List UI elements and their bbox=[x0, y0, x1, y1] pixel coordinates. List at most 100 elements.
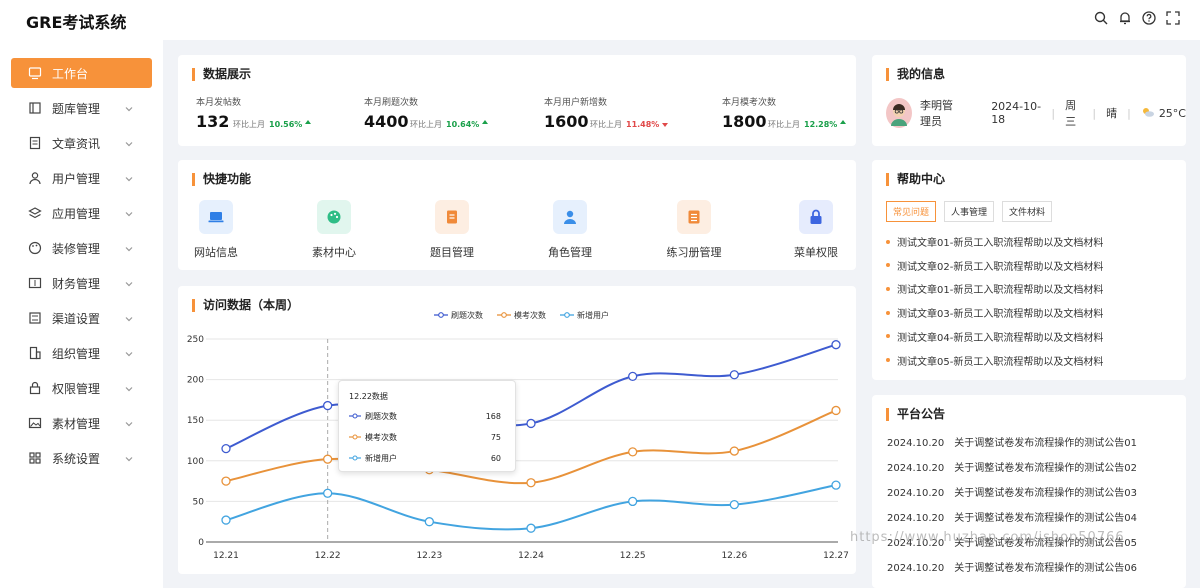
quick-item[interactable]: 角色管理 bbox=[530, 200, 610, 260]
sidebar-item-8[interactable]: 组织管理 bbox=[11, 338, 152, 368]
data-point[interactable] bbox=[628, 447, 638, 457]
visits-title: 访问数据（本周） bbox=[192, 299, 299, 312]
help-icon[interactable] bbox=[1142, 11, 1156, 25]
data-point[interactable] bbox=[526, 523, 536, 533]
legend-item[interactable]: 模考次数 bbox=[497, 310, 546, 321]
help-tab[interactable]: 文件材料 bbox=[1002, 201, 1053, 222]
quick-label: 菜单权限 bbox=[794, 246, 838, 259]
help-article-title: 测试文章05-新员工入职流程帮助以及文档材料 bbox=[897, 356, 1104, 368]
sidebar-item-5[interactable]: 装修管理 bbox=[11, 233, 152, 263]
sidebar-item-10[interactable]: 素材管理 bbox=[11, 408, 152, 438]
legend-item[interactable]: 刷题次数 bbox=[434, 310, 483, 321]
chevron-down-icon bbox=[124, 383, 134, 393]
chevron-down-icon bbox=[124, 453, 134, 463]
quick-item[interactable]: 菜单权限 bbox=[776, 200, 856, 260]
tooltip-row: 刷题次数 168 bbox=[349, 411, 507, 422]
data-point[interactable] bbox=[628, 371, 638, 382]
monitor-icon bbox=[28, 66, 42, 80]
sidebar-item-4[interactable]: 应用管理 bbox=[11, 198, 152, 228]
notice-item[interactable]: 2024.10.20 关于调整试卷发布流程操作的测试公告02 bbox=[887, 459, 1137, 474]
profile-date: 2024-10-18 bbox=[991, 100, 1042, 126]
data-point[interactable] bbox=[628, 496, 638, 507]
chevron-down-icon bbox=[124, 313, 134, 323]
notice-item[interactable]: 2024.10.20 关于调整试卷发布流程操作的测试公告03 bbox=[887, 484, 1137, 499]
sidebar-item-6[interactable]: 财务管理 bbox=[11, 268, 152, 298]
y-tick-label: 150 bbox=[187, 416, 204, 426]
quick-item[interactable]: 题目管理 bbox=[412, 200, 492, 260]
data-point[interactable] bbox=[831, 405, 841, 416]
sidebar-item-0[interactable]: 工作台 bbox=[11, 58, 152, 88]
help-card: 帮助中心 常见问题 人事管理 文件材料 测试文章01-新员工入职流程帮助以及文档材料… bbox=[872, 160, 1186, 380]
notice-title: 平台公告 bbox=[886, 408, 945, 421]
sidebar-item-1[interactable]: 题库管理 bbox=[11, 93, 152, 123]
help-article-link[interactable]: 测试文章05-新员工入职流程帮助以及文档材料 bbox=[886, 353, 1103, 368]
data-point[interactable] bbox=[323, 488, 333, 498]
data-point[interactable] bbox=[729, 446, 739, 456]
sidebar-item-label: 应用管理 bbox=[52, 206, 101, 221]
chevron-down-icon bbox=[124, 348, 134, 358]
quick-item[interactable]: 练习册管理 bbox=[654, 200, 734, 260]
data-point[interactable] bbox=[831, 340, 841, 350]
legend-label: 新增用户 bbox=[577, 311, 609, 320]
avatar[interactable] bbox=[886, 98, 912, 128]
sidebar-item-11[interactable]: 系统设置 bbox=[11, 443, 152, 473]
quick-title: 快捷功能 bbox=[192, 173, 251, 186]
tooltip-label: 模考次数 bbox=[365, 433, 397, 442]
help-tab[interactable]: 人事管理 bbox=[944, 201, 995, 222]
bullet-dot bbox=[886, 358, 890, 362]
tooltip-value: 75 bbox=[490, 433, 501, 442]
notice-item[interactable]: 2024.10.20 关于调整试卷发布流程操作的测试公告04 bbox=[887, 509, 1137, 524]
help-article-link[interactable]: 测试文章04-新员工入职流程帮助以及文档材料 bbox=[886, 329, 1103, 344]
stats-card: 数据展示 本月发帖数 132 环比上月 10.56% 本月刷题次数 4400 环比上月 10.… bbox=[178, 55, 856, 146]
help-article-link[interactable]: 测试文章03-新员工入职流程帮助以及文档材料 bbox=[886, 305, 1103, 320]
x-tick-label: 12.26 bbox=[721, 551, 747, 561]
stat-value: 1800 bbox=[722, 112, 767, 131]
sidebar-item-2[interactable]: 文章资讯 bbox=[11, 128, 152, 158]
data-point[interactable] bbox=[424, 517, 434, 527]
data-point[interactable] bbox=[221, 515, 231, 525]
notice-item[interactable]: 2024.10.20 关于调整试卷发布流程操作的测试公告01 bbox=[887, 434, 1137, 449]
data-point[interactable] bbox=[729, 499, 739, 510]
sidebar-item-3[interactable]: 用户管理 bbox=[11, 163, 152, 193]
help-article-link[interactable]: 测试文章01-新员工入职流程帮助以及文档材料 bbox=[886, 281, 1103, 296]
help-article-link[interactable]: 测试文章01-新员工入职流程帮助以及文档材料 bbox=[886, 234, 1103, 249]
bullet-dot bbox=[886, 286, 890, 291]
data-point[interactable] bbox=[526, 478, 536, 488]
sidebar-item-label: 题库管理 bbox=[52, 101, 101, 116]
legend-marker bbox=[497, 311, 511, 320]
data-point[interactable] bbox=[221, 443, 231, 454]
sidebar-item-9[interactable]: 权限管理 bbox=[11, 373, 152, 403]
fullscreen-icon[interactable] bbox=[1166, 11, 1180, 25]
chevron-down-icon bbox=[124, 173, 134, 183]
notice-item[interactable]: 2024.10.20 关于调整试卷发布流程操作的测试公告06 bbox=[887, 559, 1137, 574]
data-point[interactable] bbox=[831, 480, 841, 490]
quick-item[interactable]: 网站信息 bbox=[176, 200, 256, 260]
book-icon bbox=[28, 101, 42, 115]
help-tab[interactable]: 常见问题 bbox=[886, 201, 937, 222]
legend-marker bbox=[434, 311, 448, 320]
image-icon bbox=[28, 416, 42, 430]
bell-icon[interactable] bbox=[1118, 11, 1132, 25]
quick-item[interactable]: 素材中心 bbox=[294, 200, 374, 260]
x-tick-label: 12.22 bbox=[315, 551, 341, 561]
compare-label: 环比上月 bbox=[410, 120, 442, 129]
data-point[interactable] bbox=[729, 370, 739, 380]
sidebar-item-7[interactable]: 渠道设置 bbox=[11, 303, 152, 333]
legend-item[interactable]: 新增用户 bbox=[560, 310, 609, 321]
stat-item: 本月模考次数 1800 环比上月 12.28% bbox=[722, 95, 847, 131]
data-point[interactable] bbox=[221, 476, 231, 486]
help-article-link[interactable]: 测试文章02-新员工入职流程帮助以及文档材料 bbox=[886, 258, 1103, 273]
notice-item[interactable]: 2024.10.20 关于调整试卷发布流程操作的测试公告05 bbox=[887, 534, 1137, 549]
data-point[interactable] bbox=[323, 454, 333, 464]
stat-compare: 环比上月 10.64% bbox=[410, 119, 489, 130]
notice-text: 关于调整试卷发布流程操作的测试公告04 bbox=[954, 513, 1137, 524]
chart-legend: 刷题次数 模考次数 新增用户 bbox=[434, 310, 609, 321]
search-icon[interactable] bbox=[1094, 11, 1108, 25]
stat-value: 1600 bbox=[544, 112, 589, 131]
data-point[interactable] bbox=[323, 400, 333, 411]
profile-title: 我的信息 bbox=[886, 68, 945, 81]
sidebar-item-label: 装修管理 bbox=[52, 241, 101, 256]
notice-text: 关于调整试卷发布流程操作的测试公告01 bbox=[954, 438, 1137, 449]
divider: | bbox=[1127, 106, 1131, 120]
data-point[interactable] bbox=[526, 418, 536, 429]
